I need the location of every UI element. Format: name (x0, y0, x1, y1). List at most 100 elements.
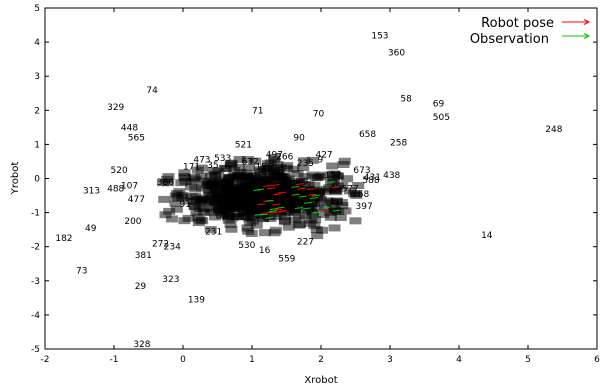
pose-arrow (308, 193, 317, 196)
cluster-pose-mark (240, 169, 253, 177)
pose-label: 313 (83, 186, 100, 196)
y-tick-label: -3 (31, 277, 40, 287)
pose-label: 266 (276, 152, 293, 162)
cluster-pose-mark (197, 204, 210, 212)
cluster-pose-mark (317, 171, 330, 179)
cluster-pose-mark (260, 179, 273, 187)
cluster-pose-mark (241, 224, 254, 232)
cluster-pose-mark (280, 164, 293, 172)
cluster-pose-mark (222, 182, 235, 190)
pose-label: 397 (356, 202, 373, 212)
cluster-pose-mark (259, 185, 272, 193)
pose-arrow (295, 183, 304, 186)
cluster-pose-mark (269, 226, 282, 234)
pose-arrow (298, 195, 307, 198)
x-tick-label: 0 (180, 355, 186, 365)
pose-arrow (253, 189, 262, 192)
cluster-pose-mark (225, 159, 238, 167)
cluster-pose-mark (288, 180, 301, 188)
pose-arrow (332, 209, 341, 212)
cluster-pose-mark (266, 183, 279, 191)
pose-arrow (321, 206, 330, 209)
pose-label: 58 (400, 94, 412, 104)
dense-label-cluster (156, 153, 365, 240)
x-tick-label: 1 (249, 355, 255, 365)
legend: Robot pose Observation (470, 16, 591, 47)
cluster-pose-mark (334, 214, 347, 222)
cluster-pose-mark (178, 169, 191, 177)
y-tick-label: 2 (34, 106, 40, 116)
y-tick-label: 3 (34, 72, 40, 82)
cluster-pose-mark (298, 192, 311, 200)
cluster-pose-mark (268, 153, 281, 161)
cluster-pose-mark (241, 156, 254, 164)
x-tick-label: -1 (110, 355, 119, 365)
legend-arrowhead-observation (583, 33, 591, 39)
cluster-pose-mark (246, 211, 259, 219)
pose-label: 505 (433, 113, 450, 123)
cluster-pose-mark (258, 229, 271, 237)
cluster-pose-mark (160, 175, 173, 183)
pose-label: 14 (481, 231, 493, 241)
pose-label: 530 (238, 241, 255, 251)
cluster-pose-mark (253, 166, 266, 174)
y-tick-label: 0 (34, 175, 40, 185)
cluster-pose-mark (201, 198, 214, 206)
cluster-pose-mark (289, 192, 302, 200)
x-tick-label: 2 (318, 355, 324, 365)
cluster-pose-mark (321, 185, 334, 193)
cluster-pose-mark (242, 195, 255, 203)
cluster-pose-mark (233, 155, 246, 163)
cluster-pose-mark (350, 190, 363, 198)
cluster-pose-mark (324, 213, 337, 221)
cluster-pose-mark (271, 164, 284, 172)
cluster-pose-mark (287, 206, 300, 214)
x-tick-label: 6 (594, 355, 600, 365)
pose-label: 559 (278, 255, 295, 265)
cluster-pose-mark (298, 173, 311, 181)
pose-label: 328 (133, 340, 150, 350)
cluster-pose-mark (251, 181, 264, 189)
pose-label: 248 (545, 125, 562, 135)
pose-label: 268 (352, 190, 369, 200)
cluster-pose-mark (291, 170, 304, 178)
cluster-pose-mark (204, 208, 217, 216)
pose-arrow (265, 216, 274, 219)
legend-label-observation: Observation (470, 32, 549, 47)
pose-label: 488 (107, 185, 124, 195)
pose-arrow (254, 213, 263, 216)
y-tick-label: -2 (31, 243, 40, 253)
cluster-pose-mark (264, 159, 277, 167)
pose-label: 577 (342, 185, 359, 195)
pose-arrow (266, 187, 275, 190)
pose-arrow (277, 191, 287, 194)
pose-label: 9 (318, 156, 324, 166)
cluster-pose-mark (179, 177, 192, 185)
pose-arrow (331, 186, 340, 189)
x-axis-label: Xrobot (304, 375, 337, 386)
cluster-pose-mark (308, 222, 321, 230)
cluster-pose-mark (173, 188, 186, 196)
cluster-pose-mark (282, 223, 295, 231)
cluster-pose-mark (224, 220, 237, 228)
cluster-pose-mark (210, 203, 223, 211)
cluster-pose-mark (257, 210, 270, 218)
pose-label: 182 (55, 234, 72, 244)
cluster-pose-mark (298, 180, 311, 188)
pose-arrow (297, 187, 306, 190)
cluster-pose-mark (169, 199, 182, 207)
pose-arrow (309, 197, 319, 200)
cluster-pose-mark (279, 218, 292, 226)
cluster-pose-mark (218, 164, 231, 172)
cluster-pose-mark (326, 162, 339, 170)
cluster-pose-mark (264, 214, 277, 222)
cluster-pose-mark (285, 185, 298, 193)
pose-label: 386 (157, 178, 174, 188)
cluster-pose-mark (188, 202, 201, 210)
cluster-pose-mark (207, 166, 220, 174)
cluster-pose-mark (169, 192, 182, 200)
pose-label: 632 (242, 157, 259, 167)
cluster-pose-mark (272, 206, 285, 214)
pose-label: 90 (293, 134, 305, 144)
